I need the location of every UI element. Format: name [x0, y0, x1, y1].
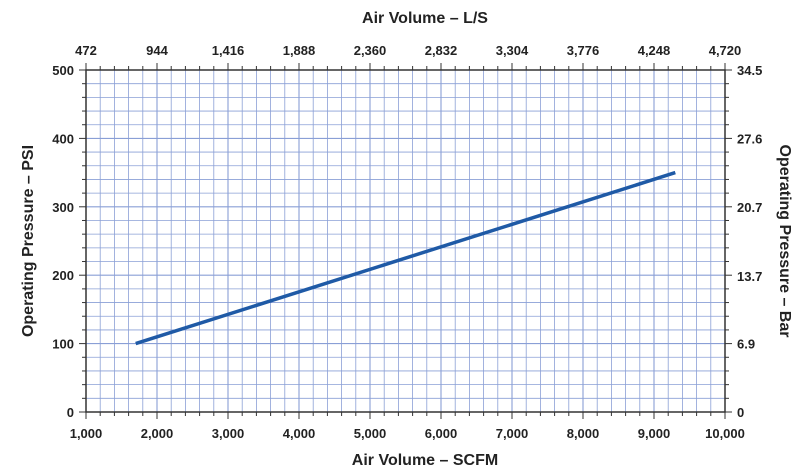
right-tick-labels: 0 6.9 13.7 20.7 27.6 34.5	[737, 63, 762, 420]
y-left-tick-label: 300	[52, 200, 74, 215]
y-left-tick-label: 100	[52, 337, 74, 352]
y-right-tick-label: 6.9	[737, 337, 755, 352]
top-axis-title: Air Volume – L/S	[362, 10, 488, 27]
x-bottom-tick-label: 7,000	[496, 426, 529, 441]
y-right-tick-label: 0	[737, 405, 744, 420]
y-right-tick-label: 27.6	[737, 131, 762, 146]
x-bottom-tick-label: 6,000	[425, 426, 458, 441]
y-left-tick-label: 0	[67, 405, 74, 420]
y-left-tick-label: 400	[52, 131, 74, 146]
x-top-tick-label: 4,720	[709, 43, 742, 58]
x-bottom-tick-label: 8,000	[567, 426, 600, 441]
x-top-tick-label: 944	[146, 43, 168, 58]
x-top-tick-label: 3,776	[567, 43, 600, 58]
left-tick-labels: 0 100 200 300 400 500	[52, 63, 74, 420]
series-line	[135, 170, 676, 346]
grid	[86, 70, 725, 412]
x-bottom-tick-label: 9,000	[638, 426, 671, 441]
y-left-tick-label: 200	[52, 268, 74, 283]
x-bottom-tick-label: 2,000	[141, 426, 174, 441]
x-top-tick-label: 2,360	[354, 43, 387, 58]
x-top-tick-label: 472	[75, 43, 97, 58]
top-tick-labels: 472 944 1,416 1,888 2,360 2,832 3,304 3,776 4,24…	[75, 43, 741, 58]
tick-marks	[79, 63, 732, 419]
bottom-axis-title: Air Volume – SCFM	[352, 452, 498, 469]
x-bottom-tick-label: 3,000	[212, 426, 245, 441]
plot-frame	[85, 69, 726, 413]
x-top-tick-label: 1,416	[212, 43, 245, 58]
x-top-tick-label: 4,248	[638, 43, 671, 58]
right-axis-title: Operating Pressure – Bar	[776, 145, 793, 338]
y-right-tick-label: 13.7	[737, 269, 762, 284]
x-top-tick-label: 2,832	[425, 43, 458, 58]
y-right-tick-label: 20.7	[737, 200, 762, 215]
x-bottom-tick-label: 4,000	[283, 426, 316, 441]
left-axis-title: Operating Pressure – PSI	[20, 145, 37, 337]
y-left-tick-label: 500	[52, 63, 74, 78]
x-bottom-tick-label: 1,000	[70, 426, 103, 441]
x-top-tick-label: 1,888	[283, 43, 316, 58]
y-right-tick-label: 34.5	[737, 63, 762, 78]
x-top-tick-label: 3,304	[496, 43, 529, 58]
x-bottom-tick-label: 10,000	[705, 426, 745, 441]
x-bottom-tick-label: 5,000	[354, 426, 387, 441]
series-group	[135, 170, 676, 346]
bottom-tick-labels: 1,000 2,000 3,000 4,000 5,000 6,000 7,000 8,000…	[70, 426, 745, 441]
